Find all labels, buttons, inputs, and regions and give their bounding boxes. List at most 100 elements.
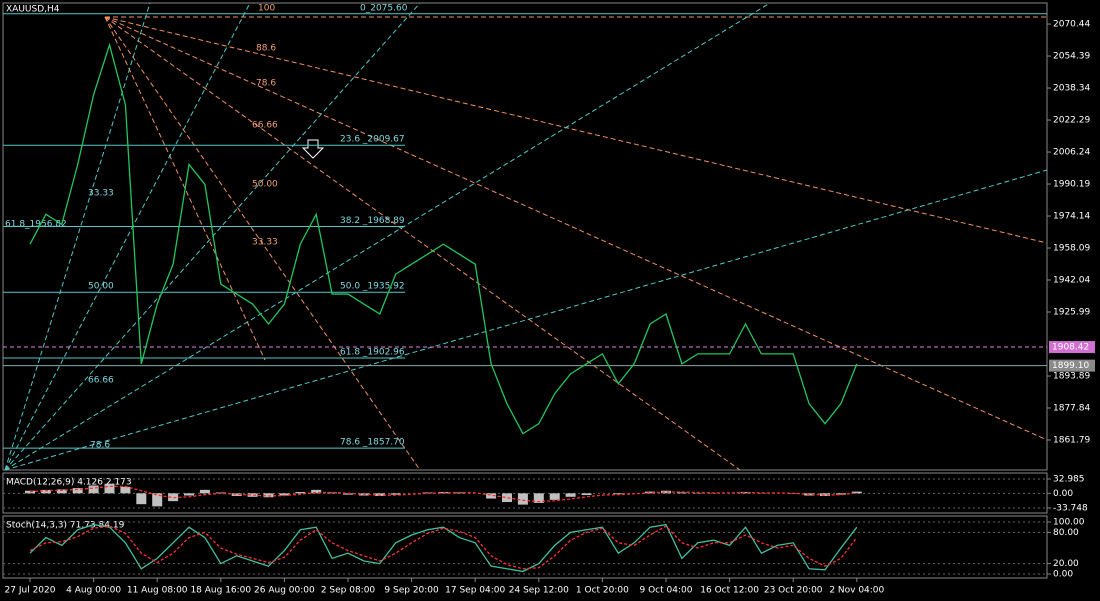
macd-bar	[263, 493, 274, 498]
fib-label: 50.0 _1935.92	[340, 282, 405, 292]
y-tick-label: 0.00	[1053, 569, 1073, 579]
y-tick-label: -33.748	[1053, 504, 1088, 514]
macd-bar	[311, 489, 322, 494]
y-tick-label: 20.00	[1053, 559, 1079, 569]
x-tick-label: 16 Oct 12:00	[700, 586, 759, 596]
gann-line	[4, 169, 1048, 471]
y-tick-label: 2006.24	[1053, 148, 1090, 158]
macd-bar	[56, 489, 67, 494]
fan-line	[104, 16, 266, 361]
y-tick-label: 100.00	[1053, 517, 1085, 527]
y-tick-label: 1990.19	[1053, 180, 1090, 190]
gann-line	[4, 2, 421, 471]
y-tick-label: 1877.84	[1053, 404, 1090, 414]
macd-bar	[820, 493, 830, 496]
x-tick-label: 24 Sep 12:00	[509, 586, 569, 596]
y-tick-label: 1958.09	[1053, 244, 1090, 254]
macd-bar	[422, 492, 433, 494]
macd-bar	[835, 493, 846, 495]
fan-label: 88.6	[256, 44, 276, 54]
stoch-frame	[2, 515, 1048, 579]
fan-label: 50.00	[252, 180, 278, 190]
price-line	[29, 42, 858, 435]
fan-line	[104, 16, 741, 471]
macd-bar	[295, 492, 306, 494]
gann-line	[4, 2, 151, 471]
macd-bar	[40, 489, 51, 494]
fib-fan	[104, 16, 1048, 471]
x-tick-label: 18 Aug 16:00	[190, 586, 251, 596]
signal-line	[29, 485, 857, 503]
fan-label: 78.6	[256, 79, 276, 89]
macd-bar	[136, 493, 147, 505]
price-tag-label: 1899.10	[1052, 361, 1089, 371]
fib-label: 61.8 _1902.96	[340, 347, 405, 357]
price-tag-label: 1908.42	[1052, 343, 1089, 353]
signal-line	[29, 525, 858, 570]
y-tick-label: 80.00	[1053, 528, 1079, 538]
gann-line	[4, 2, 771, 471]
y-tick-label: 32.985	[1053, 474, 1085, 484]
fan-line	[104, 16, 1048, 244]
macd-bar	[184, 493, 194, 496]
macd-bar	[343, 493, 353, 495]
macd-bar	[549, 493, 560, 500]
y-tick-label: 2054.39	[1053, 52, 1090, 62]
macd-bar	[486, 493, 497, 499]
fib-label: 0_2075.60	[360, 3, 408, 13]
macd-bar	[152, 493, 163, 507]
x-tick-label: 26 Aug 00:00	[254, 586, 315, 596]
x-tick-label: 9 Sep 20:00	[384, 586, 439, 596]
x-tick-label: 1 Oct 20:00	[576, 586, 629, 596]
stoch-line	[29, 523, 858, 573]
macd-title: MACD(12,26,9) 4.126 2.173	[6, 478, 132, 488]
macd-bar	[517, 493, 528, 505]
x-tick-label: 4 Aug 00:00	[66, 586, 121, 596]
macd-bar	[533, 493, 544, 503]
y-tick-label: 1942.04	[1053, 276, 1090, 286]
arrow-icon	[301, 139, 325, 159]
fan-label: 66.66	[252, 121, 278, 131]
gann-fan	[4, 2, 1048, 471]
macd-bar	[88, 485, 99, 494]
price-tag	[1049, 341, 1095, 354]
x-tick-label: 27 Jul 2020	[5, 586, 56, 596]
gann-label: 66.66	[88, 376, 114, 386]
y-tick-label: 1925.99	[1053, 308, 1090, 318]
x-tick-label: 23 Oct 20:00	[764, 586, 823, 596]
price-tag	[1049, 359, 1095, 372]
macd-bar	[25, 490, 35, 494]
macd-bar	[390, 493, 401, 495]
y-tick-label: 1893.89	[1053, 372, 1090, 382]
stoch-title: Stoch(14,3,3) 71.73 84.19	[6, 521, 125, 531]
fib-label: 38.2 _1968.89	[340, 216, 405, 226]
y-tick-label: 0.00	[1053, 489, 1073, 499]
fib-label: 23.6 _2009.67	[340, 135, 405, 145]
gann-label: 50.00	[88, 282, 114, 292]
macd-bar	[740, 492, 751, 494]
x-tick-label: 2 Nov 04:00	[829, 586, 884, 596]
macd-bar	[565, 493, 576, 497]
macd-bar	[231, 493, 242, 496]
chart-title: XAUUSD,H4	[6, 5, 60, 15]
x-tick-label: 9 Oct 04:00	[640, 586, 693, 596]
macd-bar	[676, 492, 687, 494]
macd-bar	[199, 489, 210, 494]
x-tick-label: 2 Sep 08:00	[321, 586, 376, 596]
fib-label: 78.6 _1857.70	[340, 438, 405, 448]
macd-bar	[661, 490, 671, 494]
y-tick-label: 2038.34	[1053, 84, 1090, 94]
fan-line	[104, 16, 1048, 441]
macd-bar	[120, 486, 131, 494]
y-tick-label: 2070.44	[1053, 20, 1090, 30]
y-tick-label: 2022.29	[1053, 116, 1090, 126]
main-frame	[2, 2, 1048, 471]
y-tick-label: 1861.79	[1053, 436, 1090, 446]
macd-bar	[104, 483, 115, 494]
macd-bar	[645, 491, 656, 494]
fan-label: 100	[258, 4, 275, 14]
x-tick-label: 17 Sep 04:00	[445, 586, 505, 596]
fan-line	[104, 16, 421, 471]
